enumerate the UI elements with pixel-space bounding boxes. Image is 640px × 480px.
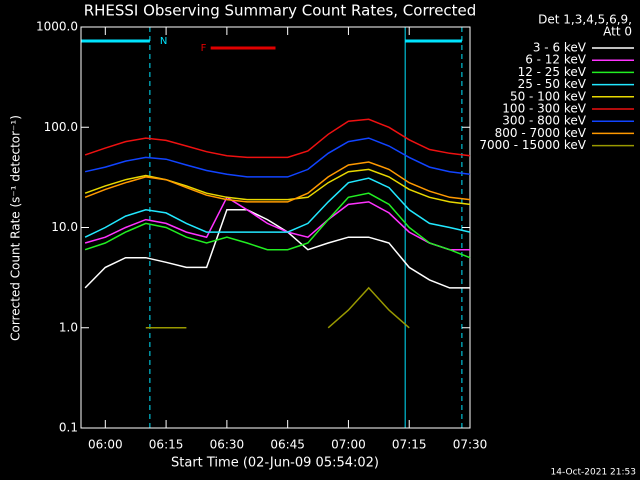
x-tick-label: 06:30 — [210, 438, 245, 452]
legend-label: 3 - 6 keV — [533, 41, 587, 55]
series-line — [84, 137, 471, 178]
x-tick-label: 06:15 — [149, 438, 184, 452]
series-line — [84, 177, 471, 238]
legend-title: Att 0 — [603, 25, 632, 39]
y-tick-label: 100.0 — [44, 120, 78, 134]
y-tick-label: 1.0 — [59, 320, 78, 334]
legend-label: 50 - 100 keV — [510, 89, 587, 103]
legend-title: Det 1,3,4,5,6,9, — [538, 13, 632, 27]
x-tick-label: 07:30 — [453, 438, 488, 452]
legend-label: 7000 - 15000 keV — [479, 138, 586, 152]
y-tick-label: 10.0 — [51, 220, 78, 234]
x-tick-label: 07:00 — [331, 438, 366, 452]
flare-label: F — [201, 43, 207, 54]
series-line — [84, 161, 471, 203]
legend-label: 800 - 7000 keV — [495, 126, 587, 140]
series-line — [84, 209, 470, 289]
legend-label: 25 - 50 keV — [518, 77, 587, 91]
legend-label: 300 - 800 keV — [502, 114, 586, 128]
x-tick-label: 07:15 — [392, 438, 427, 452]
legend-label: 12 - 25 keV — [518, 65, 587, 79]
series-line — [84, 118, 471, 159]
legend-label: 6 - 12 keV — [525, 53, 587, 67]
series-line — [84, 168, 471, 206]
y-tick-label: 0.1 — [59, 421, 78, 435]
x-axis-label: Start Time (02-Jun-09 05:54:02) — [171, 456, 379, 471]
series-line — [145, 286, 410, 329]
x-tick-label: 06:45 — [270, 438, 305, 452]
chart-title: RHESSI Observing Summary Count Rates, Co… — [84, 2, 477, 20]
y-axis-label: Corrected Count Rate (s⁻¹ detector⁻¹) — [9, 115, 23, 341]
night-label: N — [160, 36, 167, 47]
series-line — [84, 196, 470, 251]
y-tick-label: 1000.0 — [36, 20, 78, 34]
timestamp: 14-Oct-2021 21:53 — [551, 468, 636, 478]
x-tick-label: 06:00 — [88, 438, 123, 452]
legend-label: 100 - 300 keV — [502, 102, 586, 116]
series-line — [84, 192, 471, 259]
